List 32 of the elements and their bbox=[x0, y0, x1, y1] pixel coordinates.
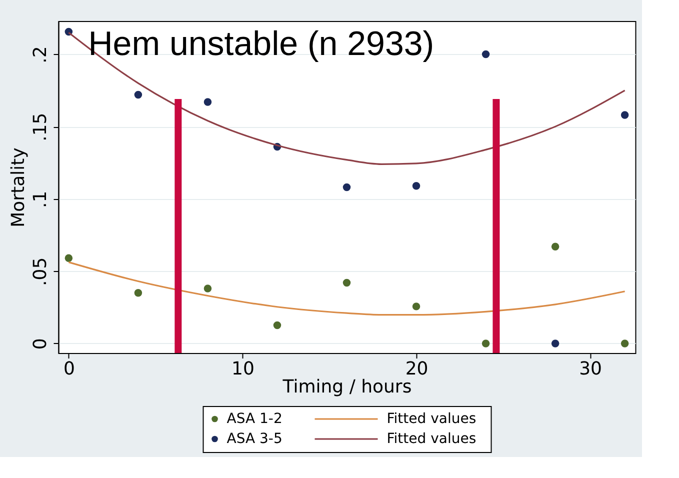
legend-label: ASA 3-5 bbox=[226, 431, 282, 447]
x-axis-title: Timing / hours bbox=[282, 376, 412, 398]
chart-title: Hem unstable (n 2933) bbox=[88, 25, 434, 63]
point bbox=[620, 340, 629, 348]
point bbox=[273, 321, 282, 330]
y-tick-label: .15 bbox=[30, 112, 51, 142]
x-tick-label: 0 bbox=[63, 358, 75, 380]
point bbox=[342, 278, 351, 287]
point bbox=[342, 183, 351, 192]
point bbox=[204, 98, 212, 106]
y-tick-label: 0 bbox=[30, 338, 51, 350]
y-tick-label: .1 bbox=[30, 190, 51, 208]
y-tick-label: .05 bbox=[30, 257, 51, 286]
y-axis-title: Mortality bbox=[8, 147, 29, 228]
x-tick-label: 20 bbox=[405, 358, 428, 380]
x-tick-label: 30 bbox=[579, 358, 602, 380]
legend-label: Fitted values bbox=[386, 431, 476, 447]
point bbox=[551, 242, 560, 250]
legend-label: ASA 1-2 bbox=[226, 411, 282, 427]
point bbox=[64, 254, 73, 262]
point bbox=[134, 288, 142, 297]
x-tick-label: 10 bbox=[232, 358, 254, 380]
legend-label: Fitted values bbox=[386, 411, 476, 427]
point bbox=[620, 111, 629, 119]
point bbox=[551, 340, 560, 348]
point bbox=[412, 182, 420, 190]
point bbox=[412, 302, 420, 310]
point bbox=[204, 284, 212, 292]
y-tick-label: .2 bbox=[30, 46, 51, 64]
point bbox=[482, 50, 490, 58]
point bbox=[482, 340, 490, 348]
point bbox=[134, 90, 142, 99]
